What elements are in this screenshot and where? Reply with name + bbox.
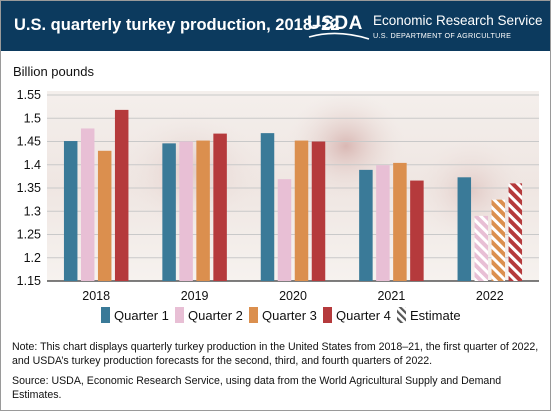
x-tick-label: 2018 (82, 289, 110, 303)
legend-label: Estimate (410, 308, 461, 323)
chart-note: Note: This chart displays quarterly turk… (12, 341, 539, 367)
chart-source: Source: USDA, Economic Research Service,… (12, 375, 502, 401)
chart-title: U.S. quarterly turkey production, 2018–2… (14, 16, 340, 34)
bar-quarter-3-2022-estimate (491, 199, 506, 281)
bar-quarter-3-2018 (97, 150, 112, 281)
bar-quarter-1-2022 (457, 177, 472, 281)
legend-swatch (323, 307, 332, 323)
x-tick-label: 2021 (377, 289, 405, 303)
agency-name: Economic Research Service (373, 13, 543, 28)
department-name: U.S. DEPARTMENT OF AGRICULTURE (373, 31, 512, 40)
y-tick-label: 1.25 (17, 228, 41, 242)
bar-quarter-1-2019 (162, 143, 176, 281)
y-tick-label: 1.4 (24, 158, 41, 172)
gridlines (47, 94, 539, 282)
bar-quarter-2-2021 (376, 165, 390, 281)
y-tick-label: 1.35 (17, 181, 41, 195)
legend-swatch (101, 307, 110, 323)
legend: Quarter 1 Quarter 2 Quarter 3 Quarter 4 Esti… (101, 307, 461, 323)
bar-quarter-4-2022-estimate (508, 183, 523, 281)
bar-quarter-1-2021 (359, 169, 373, 281)
y-tick-label: 1.5 (24, 111, 41, 125)
bar-quarter-4-2019 (213, 133, 227, 281)
legend-label: Quarter 2 (188, 308, 243, 323)
bar-quarter-2-2018 (80, 128, 95, 281)
bar-quarter-3-2019 (196, 140, 210, 281)
bars (63, 109, 523, 281)
x-axis: 2018 2019 2020 2021 2022 (82, 289, 503, 303)
legend-item-quarter-4: Quarter 4 (323, 307, 391, 323)
legend-item-quarter-3: Quarter 3 (249, 307, 317, 323)
header-bar: U.S. quarterly turkey production, 2018–2… (1, 1, 550, 51)
x-tick-label: 2022 (476, 289, 504, 303)
y-tick-label: 1.3 (24, 204, 41, 218)
legend-label: Quarter 4 (336, 308, 391, 323)
bar-quarter-3-2020 (294, 140, 309, 281)
legend-label: Quarter 3 (262, 308, 317, 323)
y-axis-label: Billion pounds (13, 64, 94, 79)
bar-quarter-4-2020 (311, 141, 326, 281)
legend-item-quarter-2: Quarter 2 (175, 307, 243, 323)
y-axis: 1.15 1.2 1.25 1.3 1.35 1.4 1.45 1.5 1.55 (17, 88, 41, 288)
legend-label: Quarter 1 (114, 308, 169, 323)
y-tick-label: 1.15 (17, 274, 41, 288)
bar-quarter-2-2020 (277, 179, 292, 281)
bar-quarter-2-2019 (179, 141, 193, 281)
bar-chart: 1.151.21.251.31.351.41.451.51.55 2018 201… (13, 64, 539, 323)
bar-quarter-4-2018 (114, 109, 129, 281)
x-tick-label: 2020 (279, 289, 307, 303)
bar-quarter-1-2018 (63, 141, 78, 281)
legend-swatch (397, 307, 406, 323)
y-tick-label: 1.2 (24, 251, 41, 265)
x-tick-label: 2019 (181, 289, 209, 303)
bar-quarter-3-2021 (393, 162, 407, 281)
bar-quarter-1-2020 (260, 133, 275, 281)
bar-quarter-2-2022-estimate (474, 215, 489, 281)
legend-swatch (175, 307, 184, 323)
y-tick-label: 1.45 (17, 135, 41, 149)
bar-quarter-4-2021 (410, 180, 424, 281)
y-tick-label: 1.55 (17, 88, 41, 102)
legend-item-quarter-1: Quarter 1 (101, 307, 169, 323)
usda-logo: USDA (307, 13, 363, 34)
usda-swoosh-icon (308, 32, 370, 40)
legend-swatch (249, 307, 258, 323)
legend-item-estimate: Estimate (397, 307, 461, 323)
